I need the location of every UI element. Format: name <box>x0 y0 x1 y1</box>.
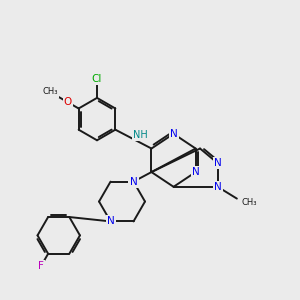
Text: Cl: Cl <box>92 74 102 84</box>
Text: CH₃: CH₃ <box>42 88 58 97</box>
Text: N: N <box>107 216 114 226</box>
Text: CH₃: CH₃ <box>241 198 257 207</box>
Text: N: N <box>192 167 200 177</box>
Text: N: N <box>214 182 222 192</box>
Text: N: N <box>130 177 137 187</box>
Text: N: N <box>170 129 177 139</box>
Text: F: F <box>38 261 44 271</box>
Text: N: N <box>214 158 222 168</box>
Text: O: O <box>64 97 72 107</box>
Text: NH: NH <box>133 130 148 140</box>
